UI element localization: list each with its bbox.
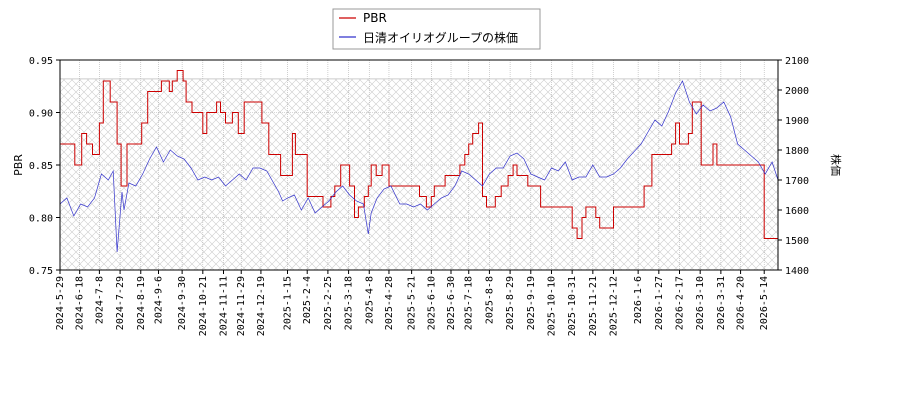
x-tick-label: 2024-10-21: [198, 276, 209, 336]
x-tick-label: 2025-7-18: [464, 276, 475, 330]
x-tick-label: 2025-9-19: [526, 276, 537, 330]
x-tick-label: 2025-8-8: [484, 276, 495, 324]
x-tick-label: 2025-10-10: [546, 276, 557, 336]
hatched-band-layer: [60, 78, 778, 271]
x-tick-label: 2025-6-10: [426, 276, 437, 330]
x-tick-label: 2024-11-11: [218, 276, 229, 336]
x-tick-label: 2025-6-30: [446, 276, 457, 330]
x-tick-label: 2024-6-18: [75, 276, 86, 330]
x-tick-label: 2025-2-25: [323, 276, 334, 330]
legend-label-pbr: PBR: [363, 11, 387, 25]
x-tick-label: 2025-4-28: [384, 276, 395, 330]
x-tick-label: 2024-5-29: [55, 276, 66, 330]
x-tick-label: 2025-3-18: [344, 276, 355, 330]
left-tick-label: 0.75: [29, 266, 53, 277]
y-axis-right-label: 株価: [829, 154, 843, 176]
right-tick-label: 1900: [785, 116, 809, 127]
x-tick-label: 2026-5-14: [759, 276, 770, 330]
x-tick-label: 2026-3-10: [695, 276, 706, 330]
x-tick-label: 2025-8-29: [505, 276, 516, 330]
left-tick-label: 0.95: [29, 56, 53, 67]
x-tick-label: 2026-1-27: [654, 276, 665, 330]
x-tick-label: 2024-7-29: [115, 276, 126, 330]
series-line-price: [59, 80, 779, 253]
x-tick-label: 2025-5-21: [407, 276, 418, 330]
x-tick-label: 2025-12-12: [609, 276, 620, 336]
left-tick-label: 0.85: [29, 161, 53, 172]
y-axis-left-label: PBR: [12, 154, 25, 176]
right-tick-label: 1800: [785, 146, 809, 157]
x-tick-label: 2024-8-19: [136, 276, 147, 330]
x-tick-label: 2024-9-30: [177, 276, 188, 330]
right-tick-label: 2000: [785, 86, 809, 97]
legend-label-price: 日清オイリオグループの株価: [363, 30, 518, 45]
x-axis-ticks: 2024-5-29 2024-6-18 2024-7-8 2024-7-29 2024-…: [55, 270, 770, 336]
right-tick-label: 2100: [785, 56, 809, 67]
left-tick-label: 0.80: [29, 214, 53, 225]
left-tick-label: 0.90: [29, 109, 53, 120]
right-tick-label: 1400: [785, 266, 809, 277]
series-line-pbr: [60, 70, 779, 260]
x-tick-label: 2026-1-6: [633, 276, 644, 324]
x-tick-label: 2026-3-31: [716, 276, 727, 330]
right-axis-ticks: 1400 1500 1600 1700 1800 1900 2000 2100: [778, 56, 809, 277]
x-tick-label: 2025-11-21: [588, 276, 599, 336]
legend-box: [332, 8, 541, 50]
hatched-band: [60, 78, 778, 271]
x-tick-label: 2024-11-29: [236, 276, 247, 336]
left-axis-ticks: 0.75 0.80 0.85 0.90 0.95: [29, 56, 60, 277]
x-tick-label: 2026-2-17: [675, 276, 686, 330]
x-tick-label: 2025-1-15: [283, 276, 294, 330]
x-tick-label: 2025-2-4: [302, 276, 313, 324]
right-tick-label: 1700: [785, 176, 809, 187]
legend: PBR 日清オイリオグループの株価: [332, 8, 541, 50]
right-tick-label: 1500: [785, 236, 809, 247]
x-tick-label: 2026-4-20: [736, 276, 747, 330]
x-tick-label: 2024-7-8: [94, 276, 105, 324]
series-layer: [59, 70, 779, 260]
x-tick-label: 2025-4-8: [364, 276, 375, 324]
x-tick-label: 2024-9-6: [153, 276, 164, 324]
x-tick-label: 2024-12-19: [256, 276, 267, 336]
x-tick-label: 2025-10-31: [567, 276, 578, 336]
right-tick-label: 1600: [785, 206, 809, 217]
